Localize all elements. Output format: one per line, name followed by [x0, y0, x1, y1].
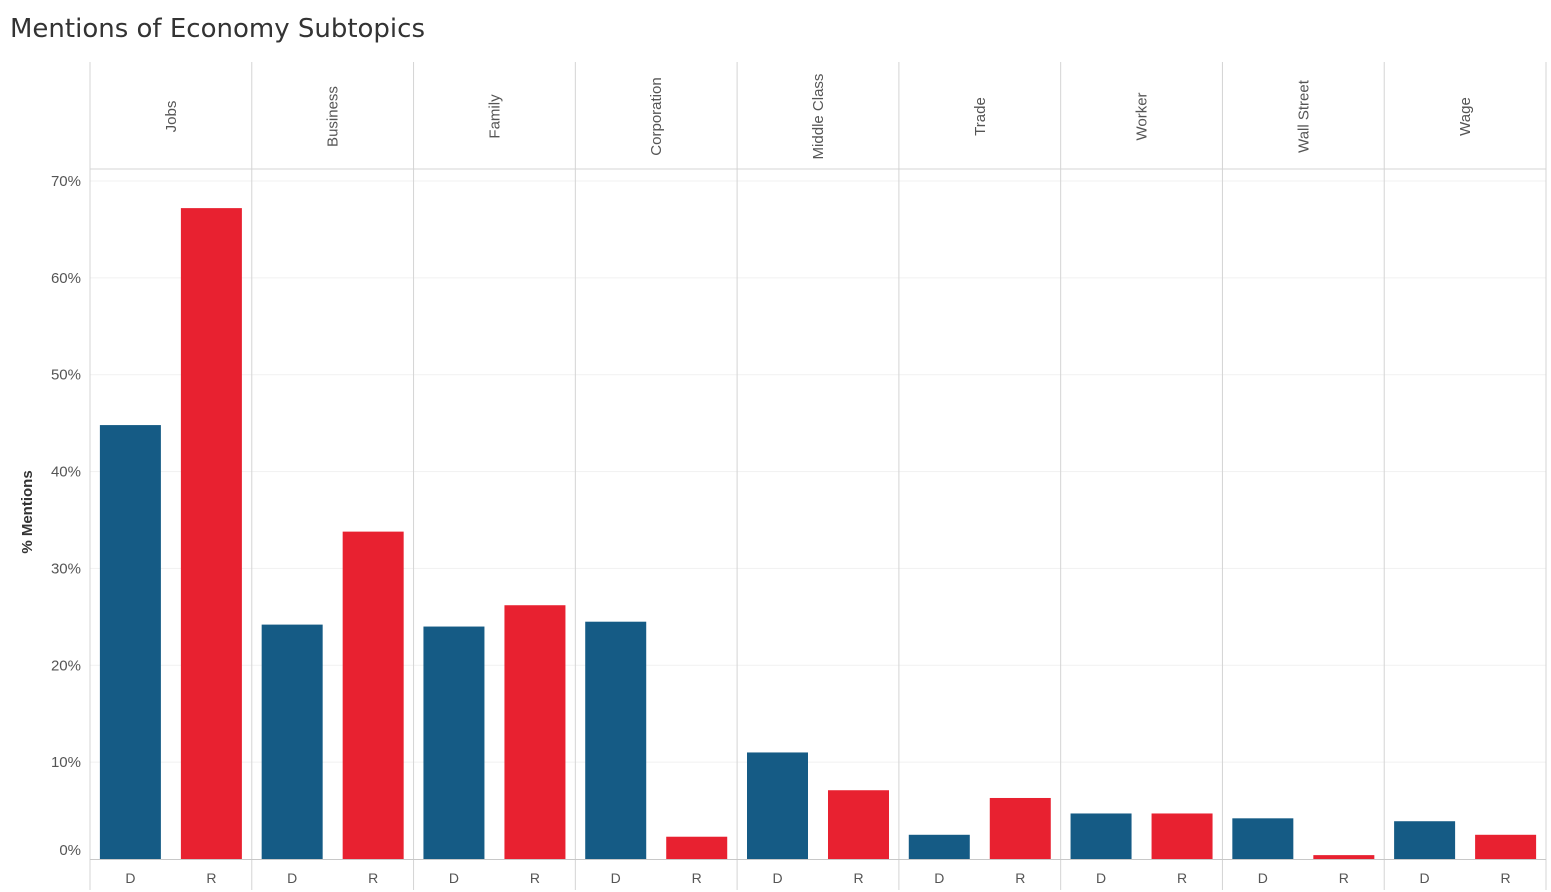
x-tick-label: R: [853, 870, 863, 886]
bar-r-wall-street[interactable]: [1313, 855, 1375, 859]
y-tick-label: 60%: [51, 270, 81, 287]
bar-d-middle-class[interactable]: [747, 752, 808, 859]
gridlines: [90, 180, 1546, 763]
bar-d-wage[interactable]: [1394, 821, 1456, 859]
bar-r-jobs[interactable]: [180, 208, 242, 859]
category-header-label: Wage: [1457, 97, 1474, 136]
y-tick-label: 40%: [51, 464, 81, 481]
bar-r-corporation[interactable]: [666, 836, 728, 859]
x-tick-label: R: [368, 870, 378, 886]
x-tick-label: R: [1339, 870, 1349, 886]
x-tick-label: D: [611, 870, 621, 886]
x-tick-label: D: [125, 870, 135, 886]
y-tick-label: 70%: [51, 173, 81, 190]
y-axis: 0% 10% 20% 30% 40% 50% 60% 70%: [51, 173, 81, 859]
x-tick-label: D: [449, 870, 459, 886]
category-header-label: Middle Class: [810, 74, 827, 160]
chart-title: Mentions of Economy Subtopics: [10, 14, 425, 44]
bar-d-family[interactable]: [423, 626, 485, 859]
category-header-label: Family: [486, 94, 503, 139]
category-panes: [89, 62, 1547, 890]
category-header-label: Corporation: [648, 77, 665, 155]
bar-d-business[interactable]: [261, 624, 323, 859]
bar-r-trade[interactable]: [989, 797, 1051, 859]
x-tick-label: D: [772, 870, 782, 886]
x-tick-label: D: [1258, 870, 1268, 886]
x-tick-label: D: [1420, 870, 1430, 886]
bars: [99, 208, 1537, 859]
bar-r-wage[interactable]: [1475, 834, 1537, 859]
x-tick-label: D: [287, 870, 297, 886]
x-tick-label: D: [1096, 870, 1106, 886]
y-tick-label: 30%: [51, 560, 81, 577]
y-axis-label: % Mentions: [19, 470, 36, 553]
category-headers: Jobs Business Family Corporation Middle Clas…: [163, 74, 1474, 160]
bar-r-middle-class[interactable]: [828, 790, 889, 859]
x-tick-label: R: [1015, 870, 1025, 886]
x-tick-label: R: [1501, 870, 1511, 886]
bar-d-worker[interactable]: [1070, 813, 1132, 859]
bar-r-family[interactable]: [504, 605, 566, 859]
category-header-label: Trade: [972, 97, 989, 136]
y-tick-label: 0%: [59, 842, 81, 859]
bar-d-wall-street[interactable]: [1232, 818, 1294, 859]
x-tick-label: R: [1177, 870, 1187, 886]
bar-d-trade[interactable]: [908, 834, 970, 859]
bar-d-jobs[interactable]: [99, 425, 161, 859]
x-tick-label: R: [206, 870, 216, 886]
x-tick-label: R: [692, 870, 702, 886]
x-tick-label: R: [530, 870, 540, 886]
bar-r-business[interactable]: [342, 531, 404, 859]
category-header-label: Business: [325, 86, 342, 147]
category-header-label: Jobs: [163, 101, 180, 133]
bar-r-worker[interactable]: [1151, 813, 1213, 859]
category-header-label: Worker: [1134, 92, 1151, 140]
y-tick-label: 50%: [51, 367, 81, 384]
bar-d-corporation[interactable]: [585, 621, 647, 859]
category-header-label: Wall Street: [1295, 79, 1312, 153]
y-tick-label: 10%: [51, 754, 81, 771]
x-tick-label: D: [934, 870, 944, 886]
y-tick-label: 20%: [51, 657, 81, 674]
